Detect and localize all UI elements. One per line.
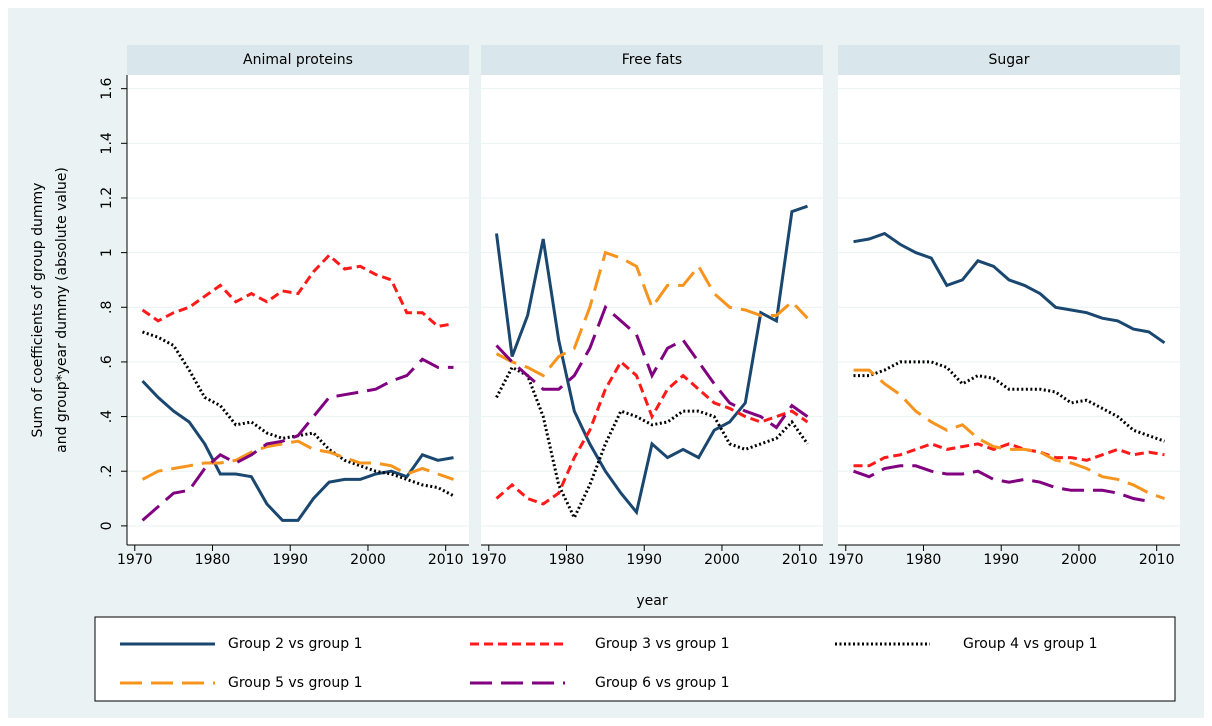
panel-header: [838, 45, 1180, 75]
x-tick-label: 1990: [272, 552, 308, 568]
panel-header: [481, 45, 823, 75]
y-axis-title: and group*year dummy (absolute value): [54, 167, 70, 453]
x-tick-label: 1980: [906, 552, 942, 568]
series-line: [141, 253, 454, 329]
y-tick-label: 1: [99, 248, 115, 257]
x-tick-label: 1970: [471, 552, 507, 568]
series-line: [853, 231, 1166, 345]
plot-area: [127, 75, 469, 545]
y-tick-label: .8: [99, 301, 115, 314]
series-line: [141, 439, 454, 481]
legend-label: Group 6 vs group 1: [595, 675, 729, 691]
panel-header: [127, 45, 469, 75]
x-tick-label: 1990: [983, 552, 1019, 568]
x-tick-label: 2000: [350, 552, 386, 568]
series-line: [495, 304, 809, 430]
series-line: [495, 365, 809, 522]
series-line: [495, 204, 808, 516]
legend-label: Group 3 vs group 1: [595, 636, 729, 652]
series-line: [141, 379, 454, 522]
series-line: [853, 368, 1165, 500]
x-tick-label: 1990: [626, 552, 662, 568]
x-tick-label: 1970: [117, 552, 153, 568]
y-tick-label: .4: [99, 410, 115, 423]
series-line: [141, 357, 454, 522]
y-axis-title: Sum of coefficients of group dummy: [30, 183, 46, 438]
legend-label: Group 2 vs group 1: [228, 636, 362, 652]
y-tick-label: 1.2: [99, 187, 115, 209]
x-tick-label: 2010: [782, 552, 818, 568]
y-tick-label: .2: [99, 465, 115, 478]
legend-label: Group 4 vs group 1: [963, 636, 1097, 652]
legend-label: Group 5 vs group 1: [228, 675, 362, 691]
y-tick-label: 1.6: [99, 77, 115, 99]
series-line: [853, 464, 1150, 503]
plot-area: [838, 75, 1180, 545]
series-line: [495, 359, 809, 506]
panel-title: Free fats: [622, 52, 682, 68]
plot-area: [481, 75, 823, 545]
x-tick-label: 2010: [1139, 552, 1175, 568]
y-tick-label: 0: [99, 521, 115, 530]
x-tick-label: 1980: [195, 552, 231, 568]
x-tick-label: 2010: [428, 552, 464, 568]
series-line: [853, 442, 1165, 468]
y-tick-label: .6: [99, 355, 115, 368]
series-line: [495, 250, 809, 378]
x-axis-title: year: [636, 593, 667, 609]
x-tick-label: 1970: [828, 552, 864, 568]
panel-title: Sugar: [989, 52, 1030, 68]
y-tick-label: 1.4: [99, 132, 115, 154]
legend-box: [94, 616, 1176, 702]
x-tick-label: 1980: [549, 552, 585, 568]
x-tick-label: 2000: [704, 552, 740, 568]
x-tick-label: 2000: [1061, 552, 1097, 568]
series-line: [853, 360, 1165, 443]
panel-title: Animal proteins: [243, 52, 353, 68]
